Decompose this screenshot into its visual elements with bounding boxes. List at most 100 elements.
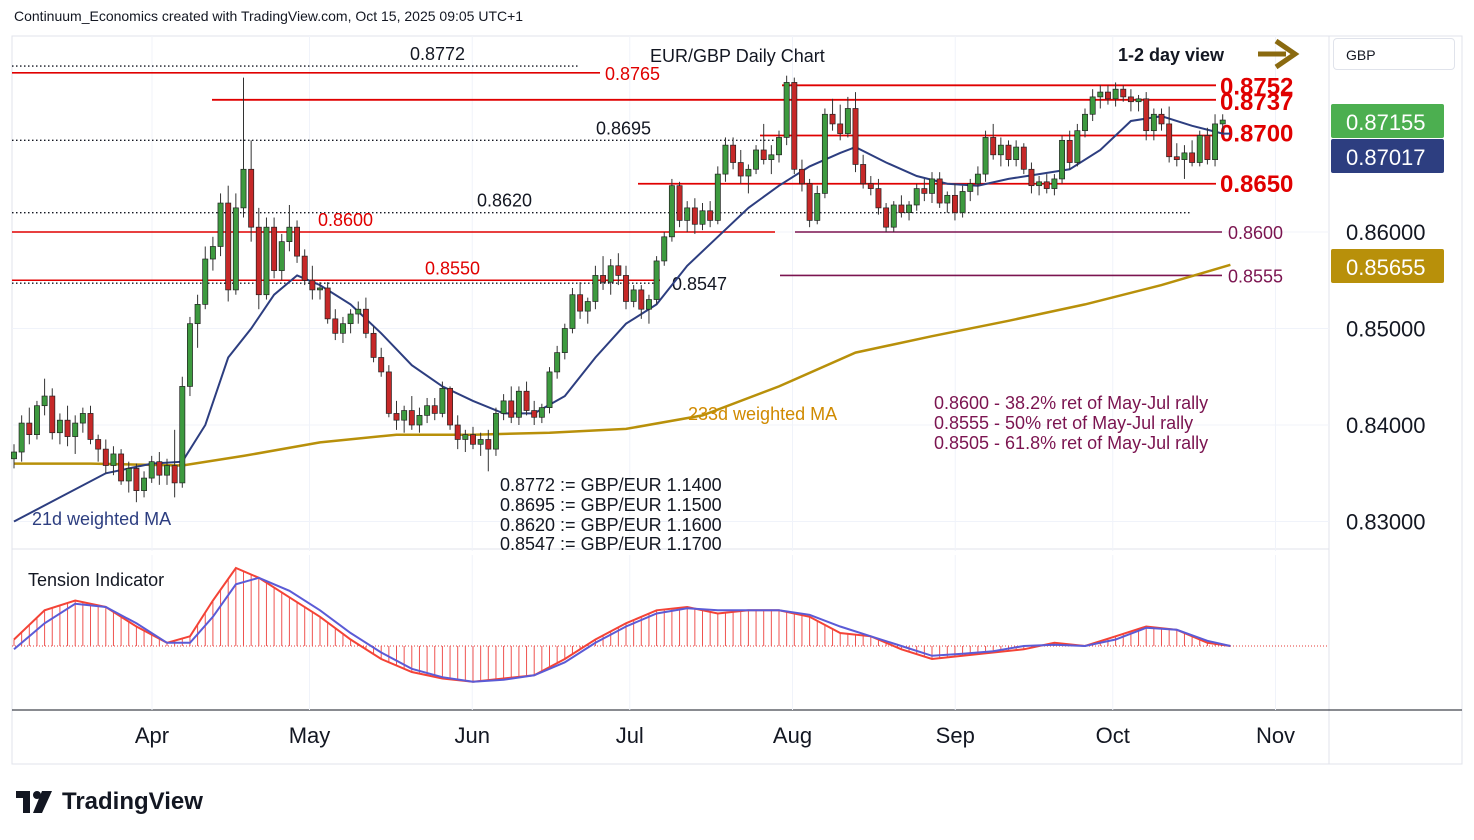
candle	[714, 166, 721, 225]
ma233-value: 0.85655	[1346, 255, 1426, 280]
candle	[1005, 140, 1012, 167]
candle-body	[232, 207, 239, 291]
candle	[332, 309, 339, 341]
conversion-note: 0.8695 := GBP/EUR 1.1500	[500, 495, 722, 515]
candle-body	[554, 352, 561, 373]
tradingview-logo-icon	[16, 791, 52, 813]
time-axis: Apr May Jun Jul Aug Sep Oct Nov	[135, 723, 1295, 748]
candle	[883, 203, 890, 232]
candle-body	[1166, 123, 1173, 158]
price-axis: 0.83000 0.84000 0.85000 0.86000	[1346, 220, 1426, 535]
candle	[1219, 114, 1226, 134]
candle-body	[760, 149, 767, 160]
candle	[102, 439, 109, 474]
candle-body	[49, 395, 56, 434]
candle-body	[1219, 119, 1226, 125]
currency-label[interactable]: GBP	[1333, 38, 1455, 70]
candle-body	[1043, 181, 1050, 189]
candle	[1059, 135, 1065, 184]
candle	[867, 176, 874, 196]
candle	[156, 452, 163, 485]
candle-body	[806, 183, 813, 221]
candle	[929, 172, 935, 204]
candle-body	[798, 168, 805, 185]
candle	[263, 217, 270, 300]
candle	[447, 386, 454, 430]
candle-body	[332, 318, 339, 334]
candle-body	[95, 439, 102, 450]
candle	[737, 149, 744, 184]
x-tick-label: May	[289, 723, 331, 748]
candle	[347, 309, 354, 334]
candle-body	[470, 434, 476, 445]
candle-body	[1104, 91, 1111, 100]
candle	[194, 294, 201, 348]
resistance-label: 0.8650	[1220, 171, 1293, 198]
candle	[584, 297, 591, 324]
candle	[776, 130, 782, 163]
candle	[416, 407, 423, 433]
candle	[477, 432, 484, 456]
candle-body	[699, 210, 706, 225]
y-tick-label: 0.84000	[1346, 413, 1426, 438]
candle-body	[860, 164, 867, 185]
candle	[630, 285, 637, 308]
candle	[202, 246, 209, 310]
candle	[921, 178, 928, 202]
candle-body	[653, 260, 660, 300]
ma21-label: 21d weighted MA	[32, 509, 171, 529]
candle-body	[370, 332, 377, 358]
candle-body	[1212, 123, 1218, 160]
retracement-label: 0.8555	[1228, 266, 1283, 286]
candle	[561, 323, 568, 360]
tension-fast-line	[13, 566, 1231, 683]
retracement-note: 0.8555 - 50% ret of May-Jul rally	[934, 413, 1193, 433]
candle-body	[278, 241, 285, 271]
candle	[829, 98, 836, 131]
candle-body	[1059, 139, 1065, 180]
level-label: 0.8772	[410, 44, 465, 64]
tradingview-brand: TradingView	[62, 788, 203, 815]
candle-body	[11, 451, 17, 460]
chart-credit: Continuum_Economics created with Trading…	[14, 8, 524, 24]
candle-body	[1173, 156, 1180, 160]
candle-body	[883, 207, 890, 228]
candle-body	[906, 204, 913, 214]
candle	[493, 407, 499, 456]
candle-body	[592, 275, 599, 302]
candle	[362, 297, 369, 339]
candle-body	[1028, 168, 1035, 187]
candle	[18, 415, 25, 462]
candle-body	[821, 113, 828, 194]
candle	[875, 178, 882, 215]
candle	[187, 316, 193, 397]
candle-body	[974, 173, 981, 185]
candle-body	[776, 137, 782, 156]
candle-body	[431, 405, 438, 414]
candle-body	[1074, 130, 1081, 163]
candle-body	[531, 410, 538, 418]
candle-body	[615, 265, 622, 276]
candle	[745, 164, 752, 194]
candle-body	[990, 137, 997, 156]
candle-body	[753, 149, 760, 170]
candle-body	[1127, 96, 1134, 103]
y-tick-label: 0.83000	[1346, 510, 1426, 535]
candle	[638, 285, 645, 319]
candle-body	[1097, 91, 1104, 98]
candle	[1150, 108, 1157, 141]
candle-body	[248, 168, 255, 228]
candle-body	[561, 328, 568, 353]
candle-body	[600, 275, 607, 283]
conversion-notes: 0.8772 := GBP/EUR 1.1400 0.8695 := GBP/E…	[500, 475, 722, 554]
retracement-note: 0.8600 - 38.2% ret of May-Jul rally	[934, 393, 1208, 413]
candle	[141, 471, 147, 498]
tradingview-logo[interactable]: TradingView	[16, 788, 203, 816]
resistance-label: 0.8700	[1220, 121, 1293, 148]
candle	[271, 217, 278, 279]
candle-body	[638, 289, 645, 310]
candle-body	[294, 226, 301, 257]
level-label: 0.8765	[605, 64, 660, 84]
candle	[554, 345, 561, 379]
